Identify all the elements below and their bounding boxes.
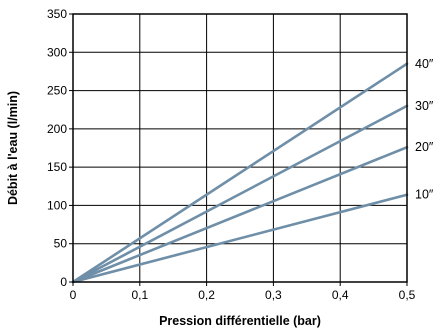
x-tick-label: 0,4 <box>332 288 349 302</box>
series-line <box>71 104 409 284</box>
grid <box>73 14 407 282</box>
x-axis-ticks: 0 0,1 0,2 0,3 0,4 0,5 <box>70 282 416 302</box>
series-label: 20″ <box>415 140 434 154</box>
series-label: 40″ <box>415 57 434 71</box>
series-label: 10″ <box>415 188 434 202</box>
x-axis-label: Pression différentielle (bar) <box>159 314 321 328</box>
series-label: 30″ <box>415 99 434 113</box>
x-tick-label: 0,3 <box>265 288 282 302</box>
x-tick-label: 0 <box>70 288 77 302</box>
y-tick-label: 0 <box>60 275 67 289</box>
y-tick-label: 350 <box>47 7 67 21</box>
y-tick-label: 250 <box>47 84 67 98</box>
series-labels: 40″ 30″ 20″ 10″ <box>415 57 434 202</box>
series-line <box>71 145 409 284</box>
y-tick-label: 50 <box>54 237 68 251</box>
plot-frame <box>72 13 408 283</box>
x-tick-label: 0,2 <box>198 288 215 302</box>
x-tick-label: 0,1 <box>131 288 148 302</box>
series-line <box>71 193 409 284</box>
y-tick-label: 150 <box>47 160 67 174</box>
y-axis-label: Débit à l'eau (l/min) <box>6 91 20 205</box>
x-tick-label: 0,5 <box>399 288 416 302</box>
y-tick-label: 300 <box>47 45 67 59</box>
series-lines <box>71 62 409 284</box>
y-tick-label: 100 <box>47 198 67 212</box>
y-tick-label: 200 <box>47 122 67 136</box>
series-line <box>71 62 409 284</box>
y-axis-ticks: 0 50 100 150 200 250 300 350 <box>47 7 73 289</box>
